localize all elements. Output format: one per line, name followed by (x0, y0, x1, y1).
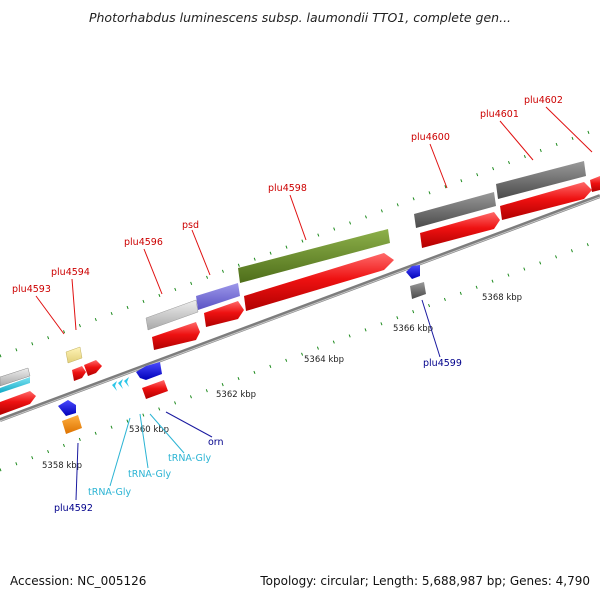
accession-label: Accession: NC_005126 (10, 574, 147, 588)
gene-label-plu4602[interactable]: plu4602 (524, 95, 563, 106)
gene-label-plu4594[interactable]: plu4594 (51, 267, 90, 278)
psd-block[interactable] (196, 283, 240, 310)
scale-label-5360: 5360 kbp (129, 425, 169, 435)
page-title: Photorhabdus luminescens subsp. laumondi… (88, 10, 512, 25)
gene-label-psd[interactable]: psd (182, 220, 199, 231)
scale-label-5366: 5366 kbp (393, 324, 433, 334)
gene-label-plu4601[interactable]: plu4601 (480, 109, 519, 120)
scale-label-5364: 5364 kbp (304, 355, 344, 365)
plu4596-block[interactable] (145, 299, 199, 331)
gene-label-plu4599[interactable]: plu4599 (423, 358, 462, 369)
gene-label-trna-gly-c[interactable]: tRNA-Gly (168, 453, 211, 464)
orn-arrow[interactable] (136, 362, 162, 380)
trna-gly-2[interactable] (118, 379, 123, 389)
plu4601-block[interactable] (496, 161, 586, 199)
plu4593-arrow[interactable] (72, 366, 86, 381)
gene-label-plu4598[interactable]: plu4598 (268, 183, 307, 194)
plu4596-cds[interactable] (152, 322, 200, 350)
scale-labels: 5358 kbp 5360 kbp 5362 kbp 5364 kbp 5366… (42, 293, 522, 471)
plu4600-cds[interactable] (420, 212, 500, 248)
gene-label-plu4592[interactable]: plu4592 (54, 503, 93, 514)
plu4601-cds[interactable] (500, 182, 592, 220)
plu4592-arrow[interactable] (58, 400, 76, 416)
lower-features (58, 265, 426, 434)
psd-cds[interactable] (204, 301, 244, 327)
genome-backbone (0, 194, 600, 422)
genome-stats-label: Topology: circular; Length: 5,688,987 bp… (260, 574, 590, 588)
gene-label-plu4596[interactable]: plu4596 (124, 237, 163, 248)
plu4598-block[interactable] (238, 229, 390, 283)
gene-label-orn[interactable]: orn (208, 437, 224, 448)
plu4599-block[interactable] (410, 282, 426, 299)
plu4594-block[interactable] (65, 346, 83, 364)
cyan-block-left[interactable] (0, 377, 30, 393)
leader-lines (35, 106, 593, 501)
plu4594-arrow[interactable] (84, 360, 102, 376)
orn-cds[interactable] (142, 380, 168, 399)
orange-block[interactable] (62, 415, 82, 434)
scale-label-5362: 5362 kbp (216, 390, 256, 400)
plu4598-cds[interactable] (244, 253, 394, 311)
scale-label-5368: 5368 kbp (482, 293, 522, 303)
gene-label-trna-gly-a[interactable]: tRNA-Gly (88, 487, 131, 498)
upper-features (0, 161, 600, 415)
gene-labels: plu4593 plu4594 plu4596 psd plu4598 plu4… (12, 95, 563, 514)
plu4600-block[interactable] (414, 192, 496, 228)
red-cds-left[interactable] (0, 391, 36, 415)
gene-label-plu4600[interactable]: plu4600 (411, 132, 450, 143)
plu4599-arrow[interactable] (406, 265, 420, 279)
scale-label-5358: 5358 kbp (42, 461, 82, 471)
trna-gly-3[interactable] (124, 377, 129, 387)
gene-label-plu4593[interactable]: plu4593 (12, 284, 51, 295)
plu4592-block-gray[interactable] (0, 367, 31, 387)
gene-label-trna-gly-b[interactable]: tRNA-Gly (128, 469, 171, 480)
plu4602-cds[interactable] (590, 176, 600, 192)
trna-gly-1[interactable] (112, 381, 117, 391)
